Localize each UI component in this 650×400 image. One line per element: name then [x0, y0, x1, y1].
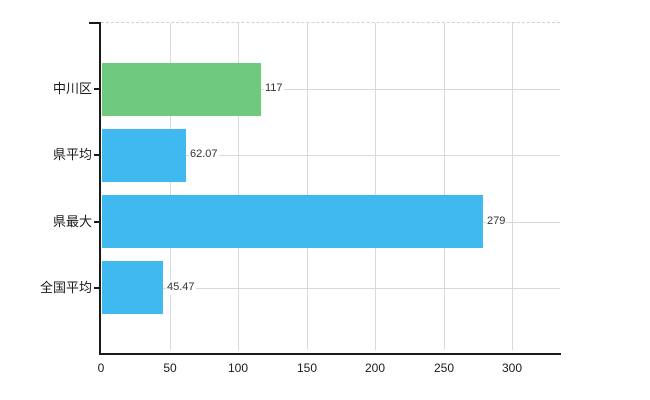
bar-value-label: 45.47 [166, 280, 196, 295]
x-axis-tick-label: 150 [296, 361, 318, 375]
bar [102, 129, 186, 182]
gridline-horizontal [102, 89, 560, 90]
x-axis-tick-label: 300 [501, 361, 523, 375]
category-label: 中川区 [52, 81, 92, 96]
gridline-vertical [238, 23, 239, 350]
category-label: 県平均 [52, 147, 92, 162]
gridline-vertical [444, 23, 445, 350]
bar [102, 195, 483, 248]
x-axis-tick-label: 0 [97, 361, 105, 375]
x-axis-tick-label: 200 [364, 361, 386, 375]
gridline-horizontal [102, 288, 560, 289]
x-axis-line [99, 353, 561, 355]
gridline-horizontal [102, 155, 560, 156]
y-axis-line [99, 22, 101, 355]
x-axis-tick-label: 250 [433, 361, 455, 375]
category-label: 全国平均 [39, 280, 92, 295]
bar [102, 261, 163, 314]
gridline-vertical [307, 23, 308, 350]
plot-top-border [101, 22, 560, 23]
y-axis-end-tick [89, 22, 101, 24]
y-axis-tick [94, 221, 101, 223]
y-axis-tick [94, 287, 101, 289]
bar-value-label: 62.07 [189, 147, 219, 162]
category-label: 県最大 [52, 214, 92, 229]
gridline-vertical [375, 23, 376, 350]
gridline-vertical [512, 23, 513, 350]
x-axis-tick-label: 50 [163, 361, 177, 375]
y-axis-tick [94, 88, 101, 90]
bar-value-label: 279 [486, 214, 507, 229]
bar [102, 63, 261, 116]
gridline-vertical [170, 23, 171, 350]
x-axis-tick-label: 100 [227, 361, 249, 375]
y-axis-tick [94, 154, 101, 156]
bar-value-label: 117 [264, 81, 284, 96]
